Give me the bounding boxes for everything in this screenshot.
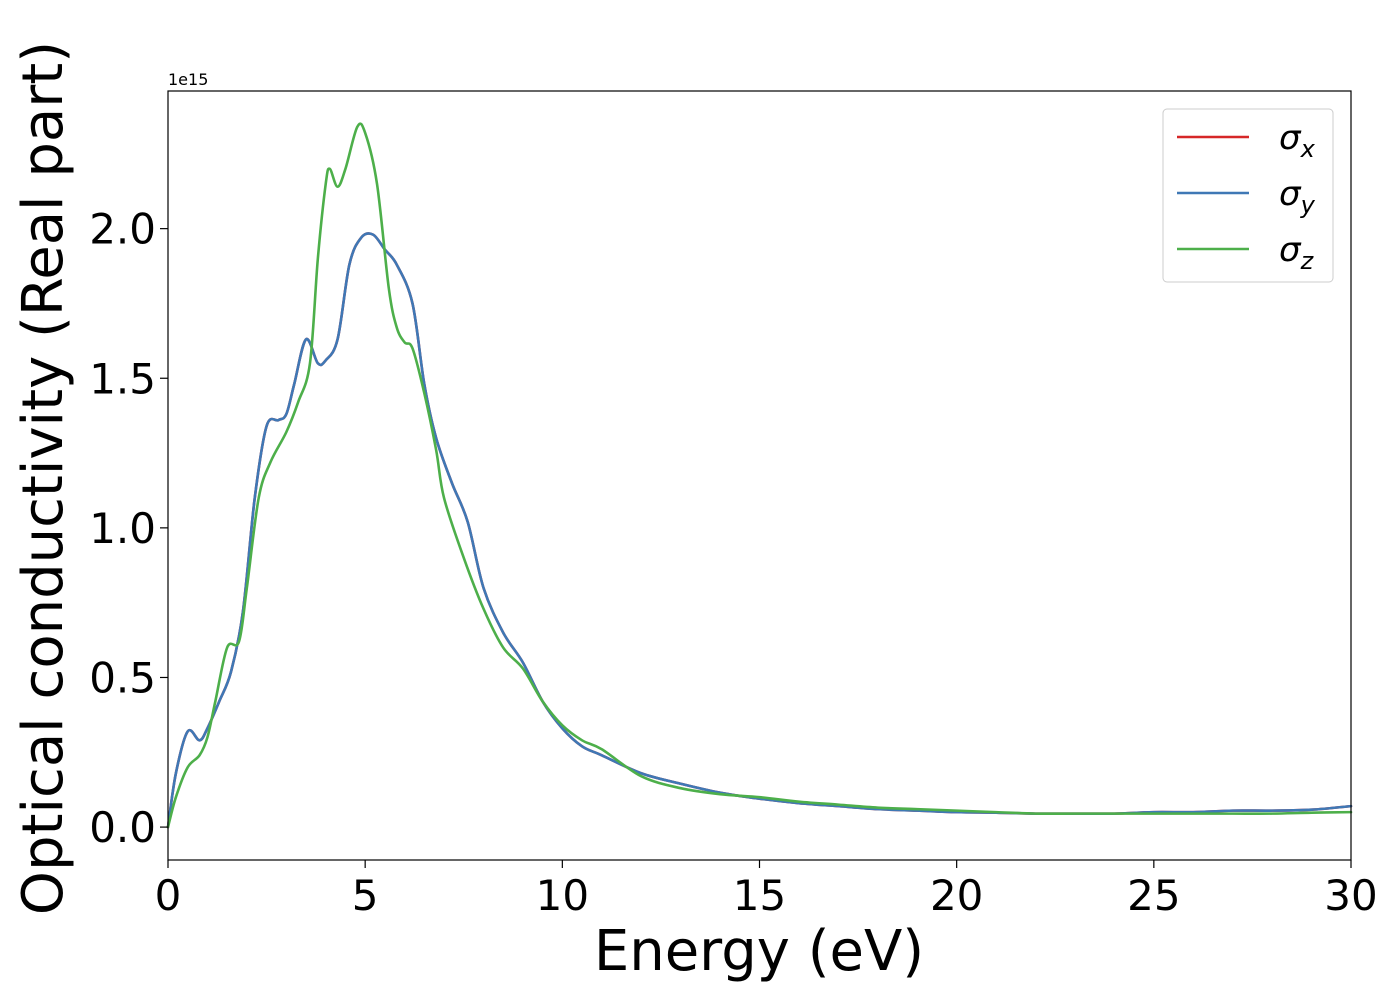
x-tick-label: 5 <box>352 871 379 920</box>
legend-label-x: σx <box>1279 118 1316 163</box>
x-tick-label: 20 <box>930 871 983 920</box>
y-tick-label: 1.0 <box>89 504 156 553</box>
x-axis-label: Energy (eV) <box>594 919 924 984</box>
legend-box <box>1162 108 1334 283</box>
x-tick-label: 10 <box>536 871 589 920</box>
y-axis-label: Optical conductivity (Real part) <box>11 41 76 915</box>
series-line-z <box>166 122 1353 829</box>
y-tick-label: 0.0 <box>89 803 156 852</box>
series-line-y <box>166 232 1353 829</box>
series-line-x <box>166 232 1353 829</box>
y-tick-label: 2.0 <box>89 205 156 254</box>
legend-label-y: σy <box>1279 174 1316 219</box>
y-tick-label: 0.5 <box>89 653 156 702</box>
plot-lines <box>166 122 1353 829</box>
legend-label-z: σz <box>1279 230 1315 275</box>
y-offset-label: 1e15 <box>168 70 208 89</box>
y-axis-ticks: 0.0 0.5 1.0 1.5 2.0 <box>89 205 168 852</box>
x-tick-label: 30 <box>1324 871 1377 920</box>
y-tick-label: 1.5 <box>89 354 156 403</box>
x-axis-ticks: 0 5 10 15 20 25 30 <box>155 860 1378 920</box>
x-tick-label: 25 <box>1127 871 1180 920</box>
legend-items: σx σy σz <box>1177 118 1316 275</box>
x-tick-label: 0 <box>155 871 182 920</box>
legend: σx σy σz <box>1162 108 1334 283</box>
x-tick-label: 15 <box>733 871 786 920</box>
